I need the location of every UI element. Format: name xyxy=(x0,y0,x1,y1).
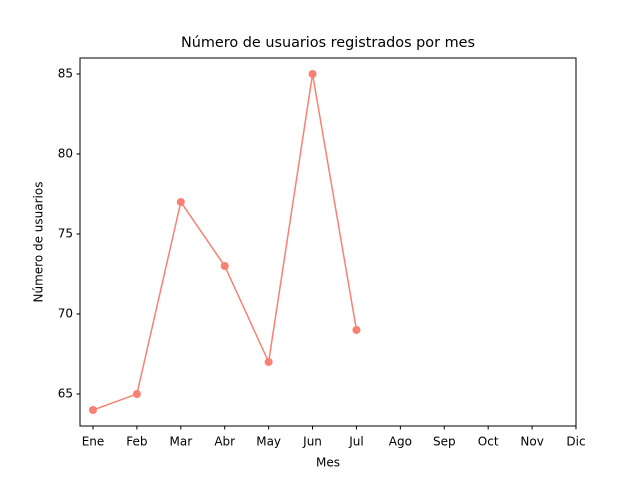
x-tick-label: Jun xyxy=(302,435,322,449)
data-point xyxy=(176,198,185,206)
x-tick-label: Dic xyxy=(566,435,585,449)
x-tick-label: May xyxy=(256,435,281,449)
data-point xyxy=(264,358,273,366)
y-tick-label: 70 xyxy=(58,307,73,321)
axes-frame xyxy=(79,57,577,427)
x-tick-label: Ago xyxy=(389,435,412,449)
data-point xyxy=(89,406,97,414)
data-point xyxy=(352,326,361,334)
y-tick-label: 65 xyxy=(58,387,73,401)
y-tick-label: 80 xyxy=(58,147,73,161)
data-point xyxy=(132,390,141,398)
data-point xyxy=(220,262,229,270)
y-tick-label: 85 xyxy=(58,67,73,81)
y-axis-label: Número de usuarios xyxy=(32,182,46,303)
x-tick-label: Oct xyxy=(478,435,499,449)
data-point xyxy=(308,70,317,78)
x-tick-label: Abr xyxy=(214,435,235,449)
x-tick-label: Sep xyxy=(433,435,456,449)
chart-title: Número de usuarios registrados por mes xyxy=(181,35,475,51)
x-tick-label: Mar xyxy=(169,435,192,449)
x-tick-label: Nov xyxy=(520,435,543,449)
x-tick-label: Feb xyxy=(126,435,147,449)
x-tick-label: Jul xyxy=(348,435,363,449)
x-axis-label: Mes xyxy=(316,456,340,470)
y-tick-label: 75 xyxy=(58,227,73,241)
x-tick-label: Ene xyxy=(82,435,105,449)
